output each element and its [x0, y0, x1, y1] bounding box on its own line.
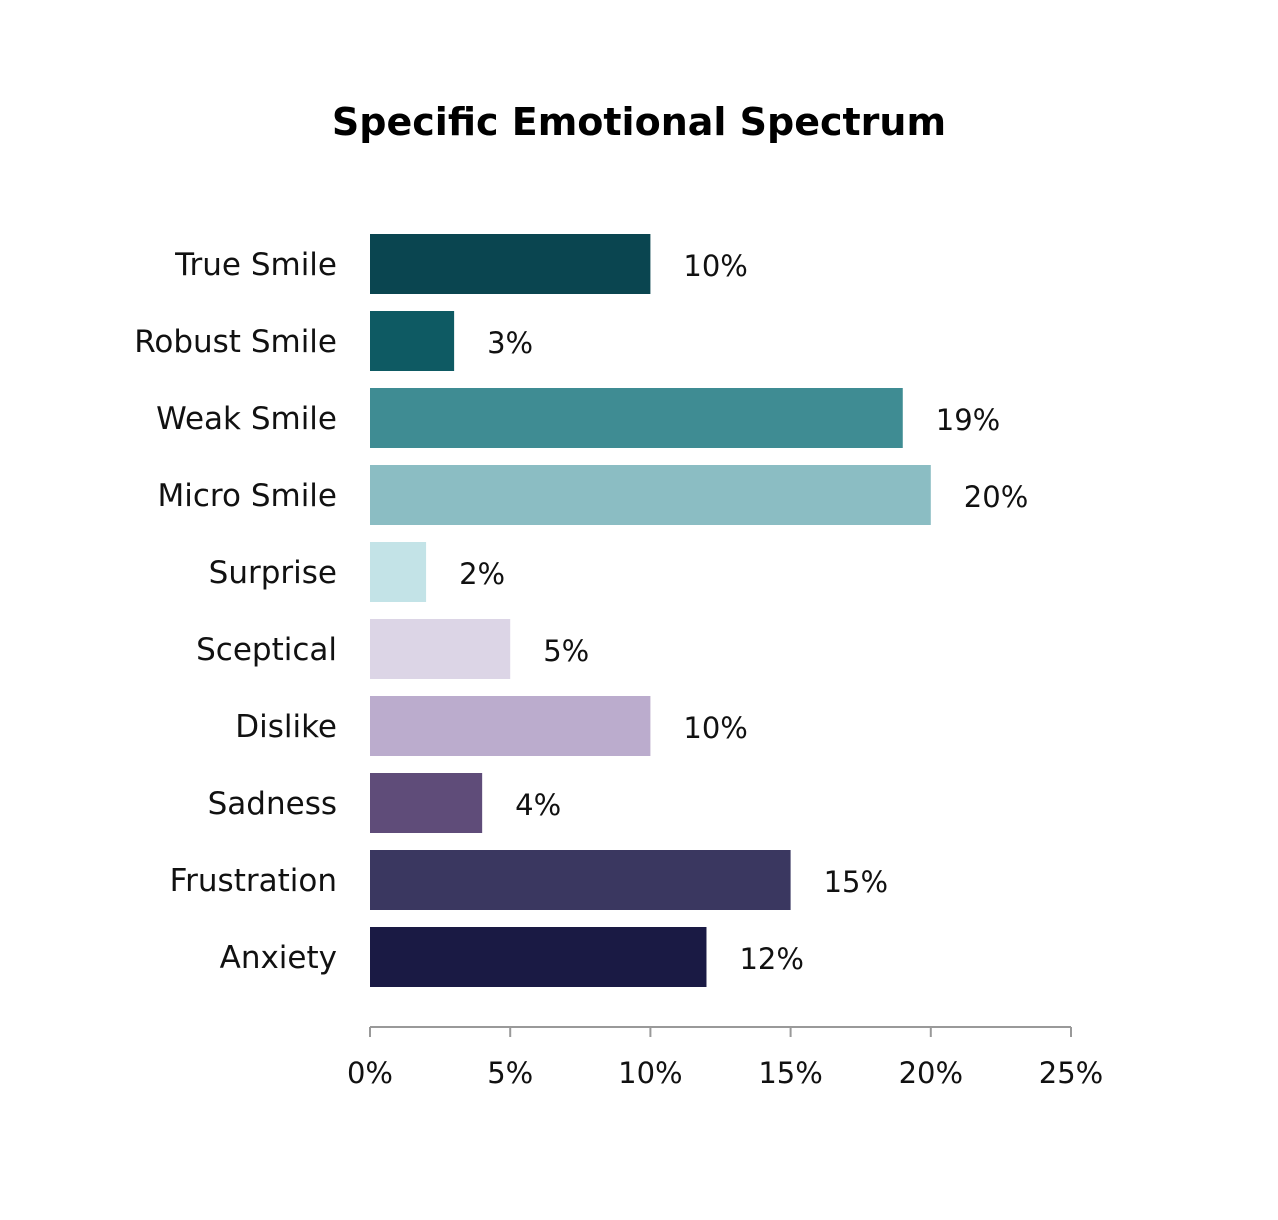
- bar: [370, 234, 651, 294]
- x-tick-label: 25%: [1039, 1056, 1103, 1090]
- data-label: 19%: [936, 403, 1000, 437]
- category-label: True Smile: [174, 247, 337, 283]
- data-label: 4%: [515, 788, 561, 822]
- bars-layer: True Smile 10% Robust Smile 3% Weak Smile 19%…: [134, 234, 1028, 987]
- category-label: Anxiety: [220, 940, 337, 976]
- data-label: 10%: [683, 711, 747, 745]
- data-label: 20%: [964, 480, 1028, 514]
- bar: [370, 696, 651, 756]
- x-tick-label: 10%: [618, 1056, 682, 1090]
- category-label: Weak Smile: [156, 401, 337, 437]
- bar: [370, 542, 427, 602]
- x-tick-label: 20%: [899, 1056, 963, 1090]
- data-label: 2%: [459, 557, 505, 591]
- category-label: Surprise: [209, 555, 337, 591]
- bar: [370, 388, 903, 448]
- data-label: 3%: [487, 326, 533, 360]
- data-label: 15%: [824, 865, 888, 899]
- category-label: Robust Smile: [134, 324, 337, 360]
- x-axis: 0% 5% 10% 15% 20% 25%: [347, 1026, 1103, 1090]
- x-tick-label: 15%: [758, 1056, 822, 1090]
- bar: [370, 465, 931, 525]
- x-tick-label: 0%: [347, 1056, 393, 1090]
- category-label: Sadness: [208, 786, 337, 822]
- category-label: Micro Smile: [158, 478, 337, 514]
- category-label: Frustration: [170, 863, 337, 899]
- bar: [370, 773, 483, 833]
- category-label: Dislike: [235, 709, 337, 745]
- data-label: 5%: [543, 634, 589, 668]
- data-label: 12%: [739, 942, 803, 976]
- data-label: 10%: [683, 249, 747, 283]
- bar: [370, 927, 707, 987]
- bar: [370, 311, 455, 371]
- bar: [370, 850, 791, 910]
- chart-title: Specific Emotional Spectrum: [332, 100, 946, 144]
- category-label: Sceptical: [196, 632, 337, 668]
- bar: [370, 619, 511, 679]
- x-tick-label: 5%: [487, 1056, 533, 1090]
